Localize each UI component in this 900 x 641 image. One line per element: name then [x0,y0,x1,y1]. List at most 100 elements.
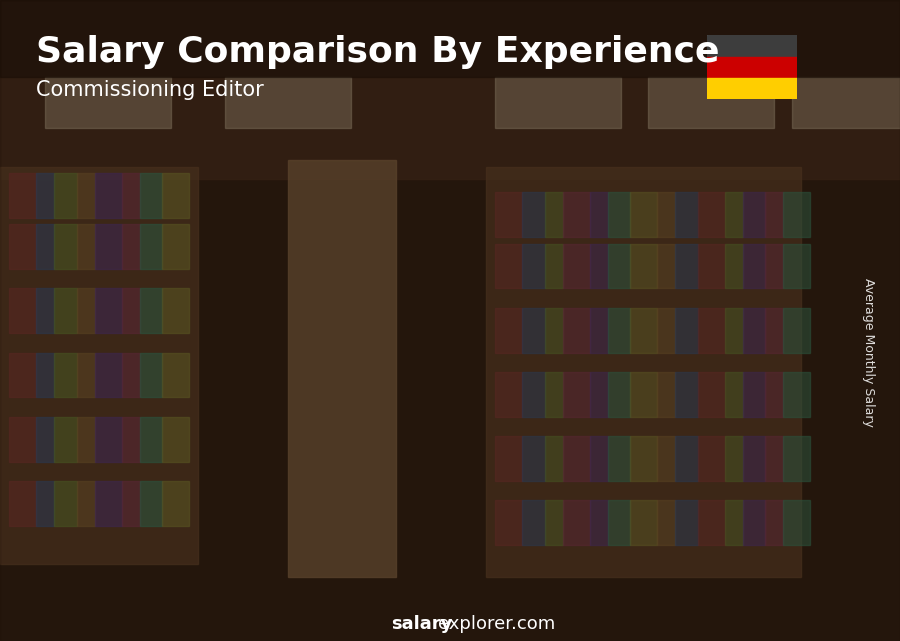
Bar [0,167,198,564]
Bar [9,417,36,462]
Bar [544,500,562,545]
Bar [630,244,657,288]
Bar [724,308,742,353]
Bar [122,353,140,397]
Bar [122,481,140,526]
Bar [495,500,522,545]
Text: 1,500 EUR: 1,500 EUR [78,401,174,419]
Bar [122,288,140,333]
Bar [590,372,608,417]
Bar [698,372,724,417]
Bar [9,224,36,269]
Bar [724,372,742,417]
Bar [162,417,189,462]
Bar [706,35,796,56]
Bar [657,436,675,481]
Bar [122,224,140,269]
Bar [0,0,900,179]
Polygon shape [454,242,463,564]
Bar [742,372,765,417]
Bar [630,500,657,545]
Bar [792,77,900,128]
Bar [698,192,724,237]
Bar [657,244,675,288]
Bar [698,244,724,288]
Text: +8%: +8% [649,111,709,135]
Bar [698,436,724,481]
Text: +48%: +48% [255,202,331,226]
Bar [522,372,544,417]
Polygon shape [582,213,658,220]
Bar [590,192,608,237]
Bar [706,56,796,78]
Polygon shape [454,242,530,249]
Bar [162,173,189,218]
Bar [630,192,657,237]
Bar [742,244,765,288]
Bar [162,353,189,397]
Bar [522,308,544,353]
Bar [698,308,724,353]
Text: 4,250 EUR: 4,250 EUR [721,160,817,178]
Bar [562,436,590,481]
Bar [765,500,783,545]
Bar [54,288,76,333]
Text: +34%: +34% [126,294,202,319]
Bar [657,308,675,353]
Bar [630,308,657,353]
Bar [463,249,530,564]
Bar [590,308,608,353]
Bar [486,167,801,577]
Bar [765,372,783,417]
Bar [544,308,562,353]
Bar [742,192,765,237]
Bar [783,500,810,545]
Bar [36,353,54,397]
Bar [657,192,675,237]
Polygon shape [325,299,334,564]
Bar [36,417,54,462]
FancyArrowPatch shape [505,203,612,240]
Bar [562,372,590,417]
Polygon shape [325,299,401,306]
Bar [544,192,562,237]
Bar [590,436,608,481]
Bar [522,192,544,237]
Bar [630,372,657,417]
Bar [122,417,140,462]
Text: 2,000 EUR: 2,000 EUR [207,357,302,375]
Text: 2,950 EUR: 2,950 EUR [335,274,431,292]
Text: +9%: +9% [520,135,580,158]
Bar [140,224,162,269]
Bar [724,500,742,545]
Bar [36,224,54,269]
Bar [495,308,522,353]
Bar [140,417,162,462]
Bar [9,353,36,397]
Bar [608,372,630,417]
Bar [495,244,522,288]
Bar [765,192,783,237]
Bar [76,353,94,397]
Bar [77,433,144,564]
Bar [206,389,273,564]
Bar [657,500,675,545]
Bar [76,224,94,269]
Text: +22%: +22% [383,154,460,178]
Bar [742,436,765,481]
FancyArrowPatch shape [634,174,741,211]
Bar [562,500,590,545]
Bar [544,436,562,481]
Bar [590,500,608,545]
Bar [54,481,76,526]
Bar [140,353,162,397]
Bar [724,244,742,288]
Bar [94,481,122,526]
Bar [9,288,36,333]
Bar [522,436,544,481]
Bar [162,481,189,526]
Bar [675,244,698,288]
Bar [140,481,162,526]
Bar [54,224,76,269]
Bar [562,308,590,353]
